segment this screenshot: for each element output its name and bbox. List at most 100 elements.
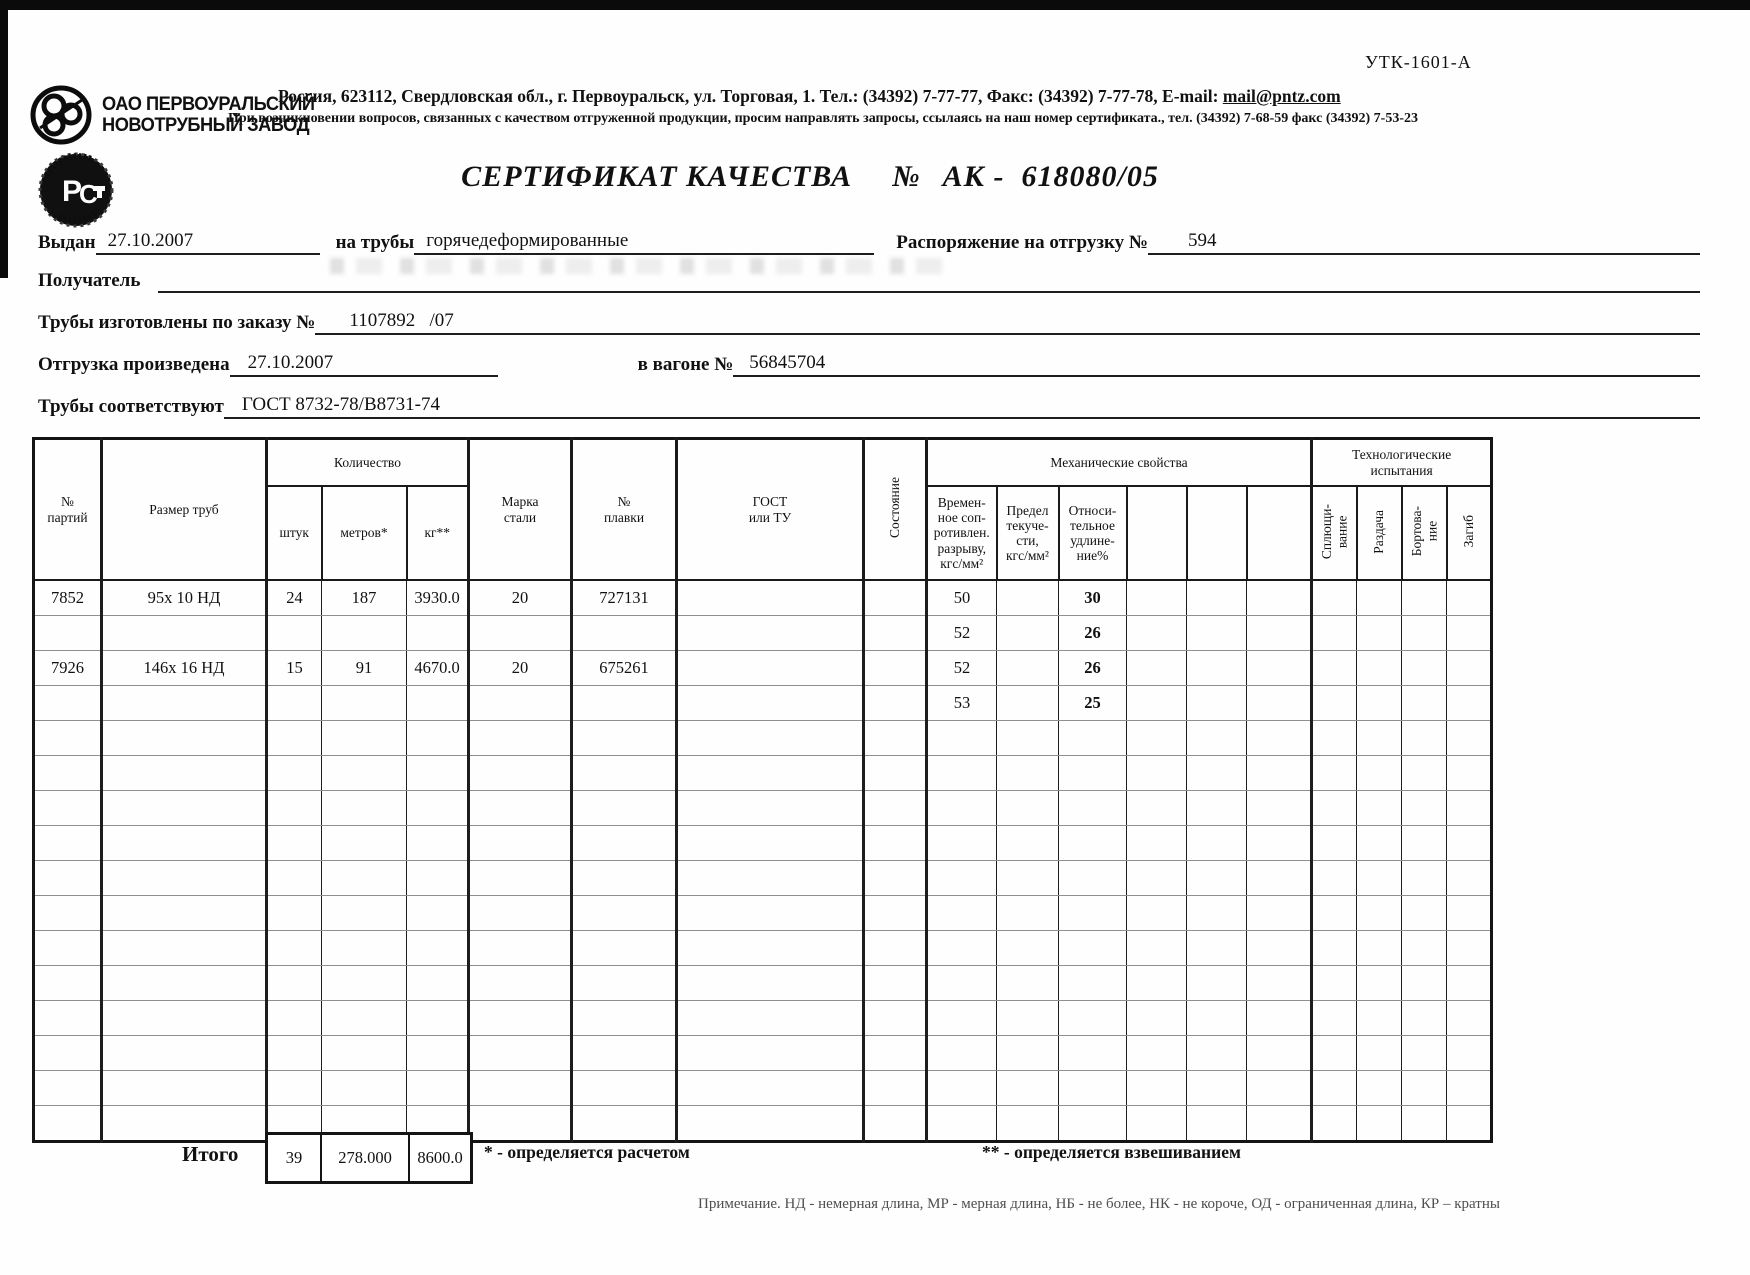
cell-m5 bbox=[1186, 1070, 1247, 1106]
cell-flatten bbox=[1311, 1035, 1358, 1071]
svg-text:Р: Р bbox=[62, 175, 82, 208]
cell-expand bbox=[1356, 825, 1403, 861]
cell-yield bbox=[996, 1035, 1059, 1071]
cell-melt bbox=[571, 825, 678, 861]
totals-pieces: 39 bbox=[268, 1135, 322, 1181]
cell-flatten bbox=[1311, 860, 1358, 896]
cell-bend bbox=[1446, 860, 1493, 896]
cell-kg bbox=[406, 615, 470, 651]
table-row bbox=[33, 825, 1493, 861]
cell-flatten bbox=[1311, 1070, 1358, 1106]
cell-m4 bbox=[1126, 615, 1187, 651]
cell-flatten bbox=[1311, 1000, 1358, 1036]
cell-m5 bbox=[1186, 1105, 1247, 1142]
cell-size bbox=[101, 1105, 268, 1142]
cell-kg: 3930.0 bbox=[406, 580, 470, 616]
cell-bend bbox=[1446, 1035, 1493, 1071]
cell-size bbox=[101, 720, 268, 756]
cell-melt bbox=[571, 930, 678, 966]
cell-elong: 26 bbox=[1058, 650, 1127, 686]
certificate-table-wrap: № партий Размер труб Количество Марка ст… bbox=[32, 437, 1494, 1143]
table-row bbox=[33, 860, 1493, 896]
cell-flange bbox=[1401, 895, 1448, 931]
cell-expand bbox=[1356, 1070, 1403, 1106]
cell-elong bbox=[1058, 1035, 1127, 1071]
address-text: Россия, 623112, Свердловская обл., г. Пе… bbox=[278, 86, 1223, 106]
company-name-line1: ОАО ПЕРВОУРАЛЬСКИЙ bbox=[102, 94, 315, 115]
cell-m6 bbox=[1246, 755, 1314, 791]
cell-melt bbox=[571, 685, 678, 721]
cell-flatten bbox=[1311, 790, 1358, 826]
scan-artifact-top bbox=[0, 0, 1750, 10]
cell-tensile bbox=[926, 930, 997, 966]
cell-m4 bbox=[1126, 790, 1187, 826]
pipes-label: на трубы bbox=[335, 232, 415, 253]
cell-m4 bbox=[1126, 895, 1187, 931]
cell-bend bbox=[1446, 650, 1493, 686]
cell-melt bbox=[571, 965, 678, 1001]
cell-m5 bbox=[1186, 965, 1247, 1001]
cell-pieces bbox=[266, 790, 322, 826]
cell-gost bbox=[676, 1070, 865, 1106]
cell-state bbox=[863, 1105, 928, 1142]
receiver-label: Получатель bbox=[38, 270, 141, 291]
footnote-double-star: ** - определяется взвешиванием bbox=[982, 1142, 1241, 1162]
cell-flange bbox=[1401, 685, 1448, 721]
cell-meters bbox=[321, 895, 407, 931]
col-header-steel-grade: Марка стали bbox=[467, 437, 573, 581]
cell-gost bbox=[676, 860, 865, 896]
pipes-value: горячедеформированные bbox=[414, 228, 875, 255]
cell-pieces bbox=[266, 825, 322, 861]
cell-flatten bbox=[1311, 825, 1358, 861]
cell-expand bbox=[1356, 720, 1403, 756]
cell-expand bbox=[1356, 790, 1403, 826]
receiver-value bbox=[158, 291, 1700, 293]
cell-elong bbox=[1058, 895, 1127, 931]
cell-steel: 20 bbox=[468, 580, 573, 616]
svg-text:С: С bbox=[79, 179, 98, 209]
cell-pieces bbox=[266, 895, 322, 931]
col-header-bending: Загиб bbox=[1445, 485, 1493, 581]
cell-kg bbox=[406, 1070, 470, 1106]
cell-gost bbox=[676, 825, 865, 861]
cell-pieces bbox=[266, 930, 322, 966]
cell-m4 bbox=[1126, 650, 1187, 686]
cell-yield bbox=[996, 895, 1059, 931]
cell-tensile bbox=[926, 790, 997, 826]
totals-meters: 278.000 bbox=[322, 1135, 410, 1181]
cell-expand bbox=[1356, 615, 1403, 651]
table-row bbox=[33, 930, 1493, 966]
cell-expand bbox=[1356, 755, 1403, 791]
cell-pieces: 15 bbox=[266, 650, 322, 686]
cell-yield bbox=[996, 685, 1059, 721]
cell-yield bbox=[996, 615, 1059, 651]
cell-expand bbox=[1356, 685, 1403, 721]
table-row: 53 25 bbox=[33, 685, 1493, 721]
cell-m5 bbox=[1186, 930, 1247, 966]
cell-pieces bbox=[266, 720, 322, 756]
cell-state bbox=[863, 1070, 928, 1106]
cell-batch bbox=[33, 1105, 103, 1142]
cell-m4 bbox=[1126, 825, 1187, 861]
cell-m4 bbox=[1126, 720, 1187, 756]
cell-flatten bbox=[1311, 895, 1358, 931]
cell-yield bbox=[996, 860, 1059, 896]
conform-value: ГОСТ 8732-78/В8731-74 bbox=[223, 392, 1700, 419]
cell-steel bbox=[468, 1035, 573, 1071]
cell-pieces bbox=[266, 615, 322, 651]
letterhead-notice: При возникновении вопросов, связанных с … bbox=[228, 111, 1418, 126]
cell-melt bbox=[571, 1035, 678, 1071]
cell-yield bbox=[996, 1070, 1059, 1106]
cell-gost bbox=[676, 580, 865, 616]
col-header-expansion: Раздача bbox=[1355, 485, 1403, 581]
table-row: 52 26 bbox=[33, 615, 1493, 651]
cell-batch: 7926 bbox=[33, 650, 103, 686]
cell-m6 bbox=[1246, 650, 1314, 686]
col-header-elongation: Относи- тельное удлине- ние% bbox=[1057, 485, 1128, 581]
title-text: СЕРТИФИКАТ КАЧЕСТВА bbox=[461, 160, 853, 193]
col-header-melt-number: № плавки bbox=[570, 437, 678, 581]
table-row bbox=[33, 720, 1493, 756]
cell-m6 bbox=[1246, 860, 1314, 896]
cell-flange bbox=[1401, 790, 1448, 826]
cell-state bbox=[863, 790, 928, 826]
